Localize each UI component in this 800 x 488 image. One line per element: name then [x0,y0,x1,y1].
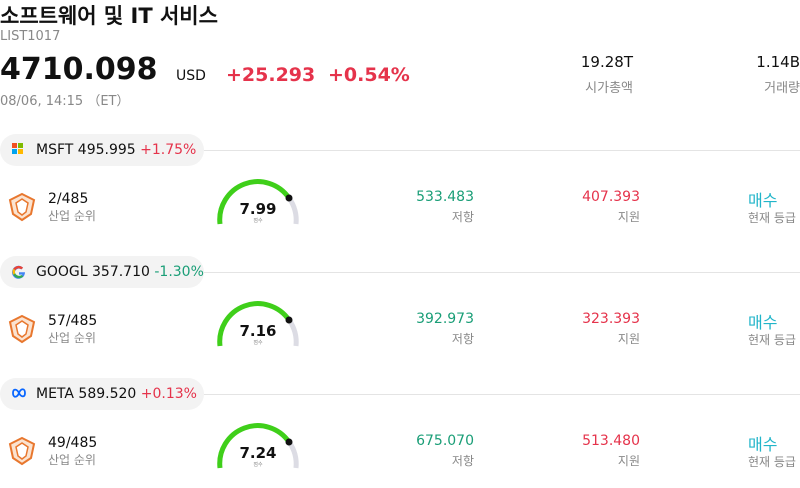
rank-label: 산업 순위 [48,453,96,467]
stock-pill[interactable] [0,378,204,410]
resistance-label: 저항 [451,454,474,468]
rank-label: 산업 순위 [48,331,96,345]
ticker-line: MSFT 495.995 +1.75% [36,142,196,158]
stock-pill[interactable] [0,256,204,288]
score-gauge [217,179,299,225]
rank-icon [8,314,36,344]
stock-price: 589.520 [78,386,137,402]
rating[interactable]: 매수 [748,191,778,210]
logo [12,143,23,154]
score: 7.24 [239,444,277,462]
ticker-line: GOOGL 357.710 -1.30% [36,264,204,280]
score: 7.99 [239,200,277,218]
market-cap: 19.28T [580,53,633,71]
resistance-label: 저항 [451,332,474,346]
rank: 2/485 [48,191,89,207]
currency: USD [176,68,206,84]
market-cap-label: 시가총액 [585,81,633,96]
divider [204,150,800,151]
support-label: 지원 [617,454,640,468]
volume: 1.14B [756,53,800,71]
score-label: 점수 [253,462,263,468]
logo [12,388,26,398]
score-label: 점수 [253,218,263,224]
rating-label: 현재 등급 [748,333,796,347]
score-label: 점수 [253,340,263,346]
change-pct: +0.54% [328,64,410,86]
change: +25.293 [226,64,316,86]
title: 소프트웨어 및 IT 서비스 [0,4,218,28]
stock-change: -1.30% [154,264,204,280]
logo [12,265,26,279]
rank: 49/485 [48,435,98,451]
divider [204,272,800,273]
resistance: 392.973 [416,311,474,327]
rating-label: 현재 등급 [748,211,796,225]
rank-label: 산업 순위 [48,209,96,223]
rank-icon [8,436,36,466]
divider [204,394,800,395]
time: 08/06, 14:15 （ET） [0,94,130,109]
rating[interactable]: 매수 [748,435,778,454]
support: 513.480 [582,433,640,449]
ticker: GOOGL [36,264,88,280]
support: 323.393 [582,311,640,327]
resistance: 533.483 [416,189,474,205]
resistance: 675.070 [416,433,474,449]
stock-price: 357.710 [92,264,150,280]
score: 7.16 [239,322,277,340]
ticker: META [36,386,74,402]
price: 4710.098 [0,52,158,87]
ticker-line: META 589.520 +0.13% [36,386,197,402]
code: LIST1017 [0,29,61,44]
rating-label: 현재 등급 [748,455,796,469]
stock-change: +1.75% [140,142,197,158]
volume-label: 거래량 [764,81,800,96]
score-gauge [217,301,299,347]
rank: 57/485 [48,313,98,329]
stock-price: 495.995 [77,142,136,158]
support-label: 지원 [617,332,640,346]
support-label: 지원 [617,210,640,224]
support: 407.393 [582,189,640,205]
ticker: MSFT [36,142,74,158]
stock-change: +0.13% [140,386,197,402]
rating[interactable]: 매수 [748,313,778,332]
resistance-label: 저항 [451,210,474,224]
rank-icon [8,192,36,222]
score-gauge [217,423,299,469]
stock-pill[interactable] [0,134,204,166]
